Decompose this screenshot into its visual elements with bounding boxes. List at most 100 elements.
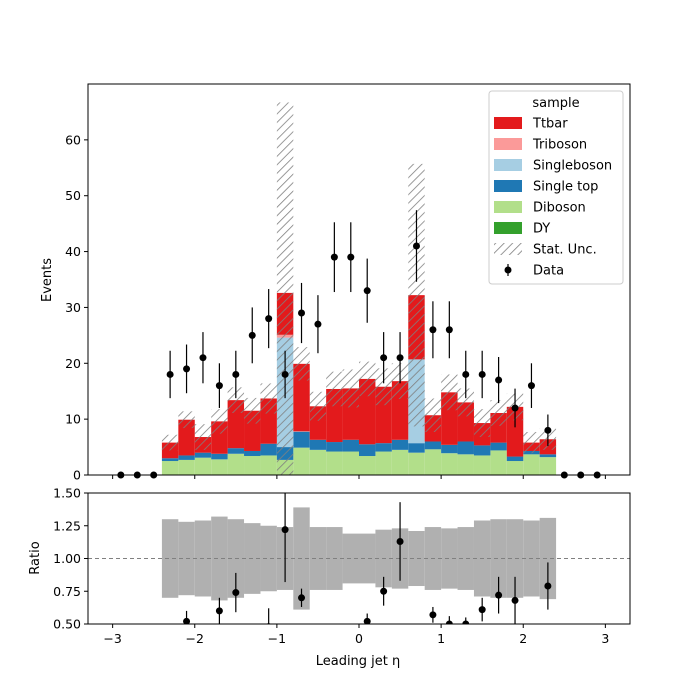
data-point (527, 382, 535, 390)
legend: sample Ttbar Triboson Singleboson Single to… (488, 90, 624, 285)
data-point (429, 326, 437, 334)
bar-single-top (326, 442, 343, 452)
ratio-unc-band (408, 530, 425, 587)
legend-label-singleboson: Singleboson (533, 159, 612, 174)
ratio-y-tick-label: 1.50 (53, 486, 81, 501)
stat-unc-band (293, 347, 310, 381)
bar-diboson (178, 459, 195, 475)
ratio-unc-band (211, 516, 228, 601)
legend-label-triboson: Triboson (532, 138, 587, 153)
stat-unc-band (276, 102, 294, 475)
bar-single-top (309, 439, 327, 450)
bar-diboson (523, 454, 540, 475)
ratio-unc-band (539, 517, 557, 600)
legend-label-dy: DY (533, 222, 550, 237)
main-plot-area: 0 10 20 30 40 50 60 (65, 83, 631, 483)
stat-unc-band (309, 391, 327, 421)
stat-unc-band (326, 371, 343, 407)
ratio-y-axis-label: Ratio (28, 541, 43, 574)
legend-swatch-stat-unc (494, 243, 522, 255)
stat-unc-band (375, 368, 392, 406)
bar-single-top (490, 442, 507, 451)
x-tick-label: −1 (268, 631, 286, 646)
data-point (347, 253, 355, 261)
data-point (314, 320, 322, 328)
bar-ttbar (178, 419, 195, 456)
data-point (215, 382, 223, 390)
ratio-point (183, 617, 191, 624)
bar-diboson (293, 447, 310, 475)
bar-single-top (194, 452, 212, 458)
bar-diboson (408, 452, 425, 475)
legend-box (488, 90, 624, 285)
y-tick-label: 10 (65, 412, 81, 427)
bar-diboson (244, 456, 261, 475)
ratio-point (281, 526, 289, 534)
stat-unc-band (227, 387, 245, 413)
bar-single-top (211, 453, 228, 460)
legend-label-stat-unc: Stat. Unc. (533, 243, 597, 258)
data-point (298, 309, 306, 317)
bar-single-top (391, 439, 409, 450)
ratio-point (232, 589, 240, 597)
ratio-point (511, 596, 519, 604)
bar-single-top (260, 443, 277, 456)
ratio-point (445, 620, 453, 624)
data-point (380, 354, 388, 362)
bar-single-top (375, 443, 392, 452)
stat-unc-band (178, 411, 195, 429)
ratio-point (215, 607, 223, 615)
bar-single-top (293, 431, 310, 448)
bar-single-top (424, 441, 442, 450)
ratio-y-tick-label: 1.00 (53, 551, 81, 566)
bar-single-top (227, 448, 245, 454)
stat-unc-band (244, 397, 261, 424)
y-tick-label: 0 (73, 468, 81, 483)
x-tick-label: −2 (186, 631, 204, 646)
ratio-point (478, 606, 486, 614)
stat-unc-band (211, 409, 228, 434)
stat-unc-band (457, 388, 474, 417)
legend-swatch-single-top (494, 180, 522, 192)
bar-diboson (260, 455, 277, 475)
bar-diboson (490, 450, 507, 475)
bar-single-top (457, 441, 474, 455)
ratio-unc-band (441, 528, 458, 589)
x-tick-label: 1 (437, 631, 445, 646)
ratio-plot-area: 0.50 0.75 1.00 1.25 1.50 −3 −2 −1 0 1 2 3 (53, 486, 631, 646)
data-point (199, 354, 207, 362)
data-point (396, 354, 404, 362)
bar-single-top (161, 458, 179, 462)
x-axis-label: Leading jet η (316, 654, 401, 669)
stat-unc-band (490, 400, 507, 426)
ratio-unc-band (457, 527, 474, 590)
bar-single-top (441, 444, 458, 454)
stat-unc-band (424, 398, 442, 432)
data-point (183, 365, 191, 373)
y-tick-label: 40 (65, 244, 81, 259)
legend-swatch-singleboson (494, 159, 522, 171)
ratio-point (544, 582, 552, 590)
y-tick-label: 60 (65, 132, 81, 147)
x-tick-label: −3 (103, 631, 121, 646)
x-tick-label: 3 (601, 631, 609, 646)
bar-diboson (326, 451, 343, 475)
bar-single-top (408, 443, 425, 453)
legend-swatch-data (504, 266, 512, 274)
stat-unc-band (342, 369, 359, 408)
bar-diboson (309, 449, 327, 475)
ratio-point (495, 591, 503, 599)
stat-unc-band (161, 434, 179, 451)
bar-diboson (424, 449, 442, 475)
bar-diboson (391, 449, 409, 475)
legend-swatch-ttbar (494, 117, 522, 129)
data-point (248, 331, 256, 339)
bar-single-top (539, 454, 557, 458)
data-point (511, 404, 519, 412)
data-point (495, 376, 503, 384)
legend-label-ttbar: Ttbar (532, 117, 568, 132)
bar-diboson (227, 453, 245, 475)
data-point (265, 315, 273, 323)
data-point (330, 253, 338, 261)
